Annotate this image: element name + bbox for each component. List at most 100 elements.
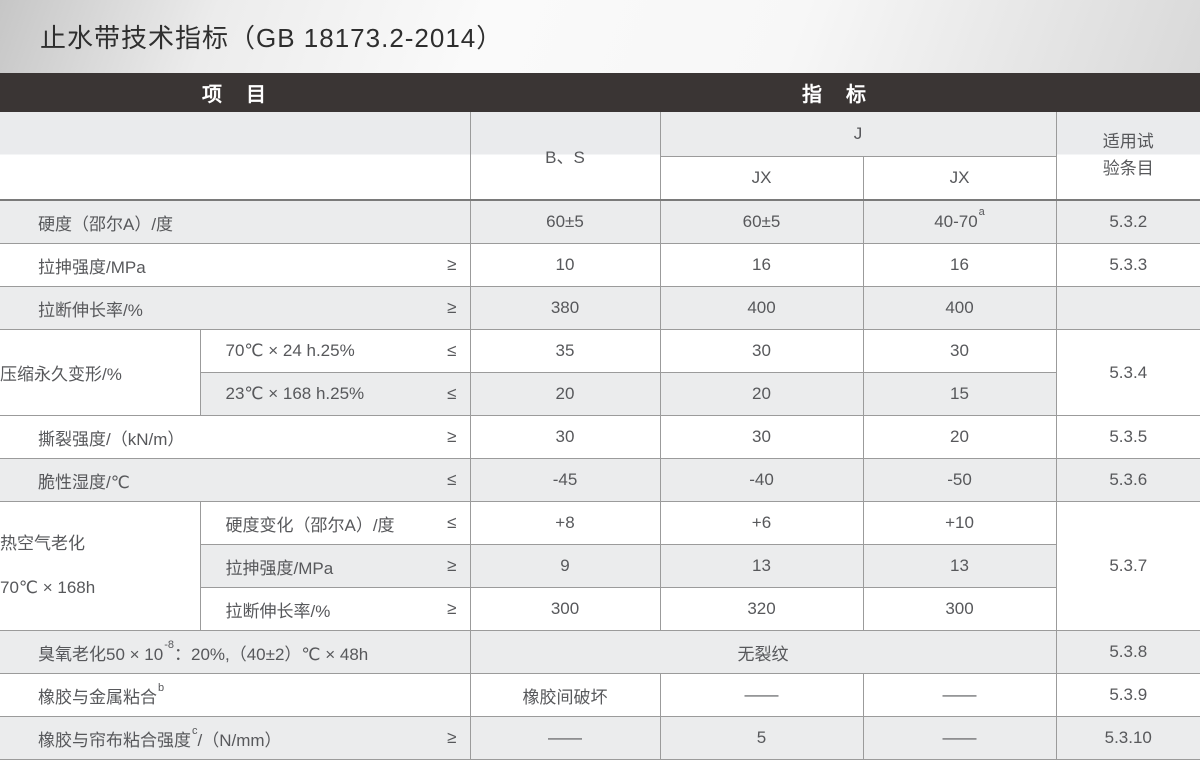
value-cell: -40 [659, 458, 864, 502]
value-cell: 400 [862, 286, 1057, 330]
table-header-bar: 项 目 指 标 [0, 73, 1200, 112]
group-label-cell: 压缩永久变形/% [0, 329, 201, 416]
spec-label-cell: 脆性湿度/℃ ≤ [0, 458, 471, 502]
value-cell: 20 [862, 415, 1057, 459]
table-row: 橡胶与帘布粘合强度c/（N/mm） ≥ —— 5 —— 5.3.10 [0, 716, 1200, 760]
ref-cell: 5.3.2 [1055, 199, 1200, 244]
header-blank-cell [0, 112, 471, 201]
value-cell: 15 [862, 372, 1056, 416]
lte-symbol: ≤ [447, 470, 457, 489]
spec-label-cell: 拉断伸长率/% ≥ [0, 286, 471, 330]
value-cell: 300 [862, 587, 1056, 631]
ref-cell: 5.3.9 [1055, 673, 1200, 717]
table-row: 脆性湿度/℃ ≤ -45 -40 -50 5.3.6 [0, 458, 1200, 502]
sub-label-cell: 23℃ × 168 h.25% ≤ [200, 372, 471, 416]
sub-label-cell: 拉断伸长率/% ≥ [200, 587, 471, 631]
value-cell: 320 [659, 587, 864, 631]
table-row: 热空气老化 70℃ × 168h 硬度变化（邵尔A）/度 ≤ +8 +6 +10 … [0, 501, 1200, 631]
table-row: 橡胶与金属粘合b 橡胶间破坏 —— —— 5.3.9 [0, 673, 1200, 717]
value-cell: —— [862, 716, 1057, 760]
table-row: 撕裂强度/（kN/m） ≥ 30 30 20 5.3.5 [0, 415, 1200, 459]
superscript-b: b [158, 681, 165, 694]
value-cell: 400 [659, 286, 864, 330]
title-banner: 止水带技术指标（GB 18173.2-2014） [0, 0, 1200, 73]
ref-cell: 5.3.8 [1055, 630, 1200, 674]
header-project: 项 目 [202, 84, 268, 106]
col-header-jx1: JX [660, 156, 864, 201]
gte-symbol: ≥ [447, 427, 457, 446]
value-cell: -45 [469, 458, 661, 502]
header-index: 指 标 [802, 84, 868, 106]
table-row: 压缩永久变形/% 70℃ × 24 h.25% ≤ 35 30 30 5.3.4 [0, 329, 1200, 416]
gte-symbol: ≥ [447, 298, 457, 317]
value-cell: —— [659, 673, 864, 717]
value-cell: 5 [659, 716, 864, 760]
ref-cell-empty [1055, 286, 1200, 330]
value-cell: 16 [659, 243, 864, 287]
value-cell: -50 [862, 458, 1057, 502]
merged-value-cell: 无裂纹 [469, 630, 1057, 674]
sub-label-cell: 硬度变化（邵尔A）/度 ≤ [199, 501, 471, 545]
ref-cell: 5.3.6 [1055, 458, 1200, 502]
value-cell: 20 [659, 372, 864, 416]
value-cell: +6 [659, 501, 864, 545]
value-cell: 30 [659, 415, 864, 459]
ref-cell: 5.3.7 [1055, 501, 1200, 631]
spec-label-cell: 拉抻强度/MPa ≥ [0, 243, 471, 287]
ref-cell: 5.3.10 [1055, 716, 1200, 760]
value-cell: 20 [469, 372, 661, 416]
spec-table: B、S J 适用试 验条目 JX JX 硬度（邵尔A）/度 60±5 60±5 … [0, 112, 1200, 760]
value-cell: +8 [469, 501, 661, 545]
ref-cell: 5.3.4 [1055, 329, 1200, 416]
table-row: 拉抻强度/MPa ≥ 9 13 13 [0, 544, 1200, 588]
gte-symbol: ≥ [447, 599, 457, 618]
table-row: 拉断伸长率/% ≥ 380 400 400 [0, 286, 1200, 330]
gte-symbol: ≥ [447, 728, 457, 747]
value-cell: 60±5 [469, 199, 661, 244]
lte-symbol: ≤ [447, 341, 457, 360]
spec-label-cell: 硬度（邵尔A）/度 [0, 199, 471, 244]
table-row: 拉断伸长率/% ≥ 300 320 300 [0, 587, 1200, 631]
value-cell: 橡胶间破坏 [469, 673, 661, 717]
value-cell: 300 [469, 587, 661, 631]
value-cell: 13 [659, 544, 864, 588]
header-row-2: JX JX [0, 156, 1200, 201]
value-cell: 30 [862, 329, 1057, 373]
value-cell: 16 [862, 243, 1057, 287]
group-label-cell: 热空气老化 70℃ × 168h [0, 501, 201, 631]
ref-cell: 5.3.5 [1055, 415, 1200, 459]
value-cell: +10 [862, 501, 1057, 545]
table-row: 拉抻强度/MPa ≥ 10 16 16 5.3.3 [0, 243, 1200, 287]
table-row: 臭氧老化50 × 10-8：20%,（40±2）℃ × 48h 无裂纹 5.3.… [0, 630, 1200, 674]
col-header-jx2: JX [862, 156, 1056, 201]
col-header-bs: B、S [469, 112, 661, 201]
spec-label-cell: 撕裂强度/（kN/m） ≥ [0, 415, 471, 459]
value-cell: 40-70a [862, 199, 1057, 244]
lte-symbol: ≤ [447, 384, 457, 403]
superscript-a: a [978, 206, 985, 219]
value-cell: 13 [862, 544, 1056, 588]
superscript-c: c [192, 724, 198, 737]
lte-symbol: ≤ [447, 513, 457, 532]
gte-symbol: ≥ [447, 255, 457, 274]
gte-symbol: ≥ [447, 556, 457, 575]
page-title: 止水带技术指标（GB 18173.2-2014） [40, 23, 504, 53]
spec-label-cell: 橡胶与帘布粘合强度c/（N/mm） ≥ [0, 716, 471, 760]
table-row: 硬度（邵尔A）/度 60±5 60±5 40-70a 5.3.2 [0, 199, 1200, 244]
value-cell: 10 [469, 243, 661, 287]
header-row-1: B、S J 适用试 验条目 [0, 112, 1200, 201]
spec-label-cell: 橡胶与金属粘合b [0, 673, 471, 717]
value-cell: 35 [469, 329, 661, 373]
ref-cell: 5.3.3 [1055, 243, 1200, 287]
value-cell: 60±5 [659, 199, 864, 244]
value-cell: 30 [469, 415, 661, 459]
col-header-j: J [659, 112, 1057, 157]
col-header-applicable: 适用试 验条目 [1055, 112, 1200, 201]
table-row: 23℃ × 168 h.25% ≤ 20 20 15 [0, 372, 1200, 416]
value-cell: 9 [469, 544, 661, 588]
spec-label-cell: 臭氧老化50 × 10-8：20%,（40±2）℃ × 48h [0, 630, 471, 674]
superscript-exp: -8 [164, 638, 174, 651]
value-cell: 380 [469, 286, 661, 330]
sub-label-cell: 拉抻强度/MPa ≥ [200, 544, 471, 588]
sub-label-cell: 70℃ × 24 h.25% ≤ [199, 329, 471, 373]
